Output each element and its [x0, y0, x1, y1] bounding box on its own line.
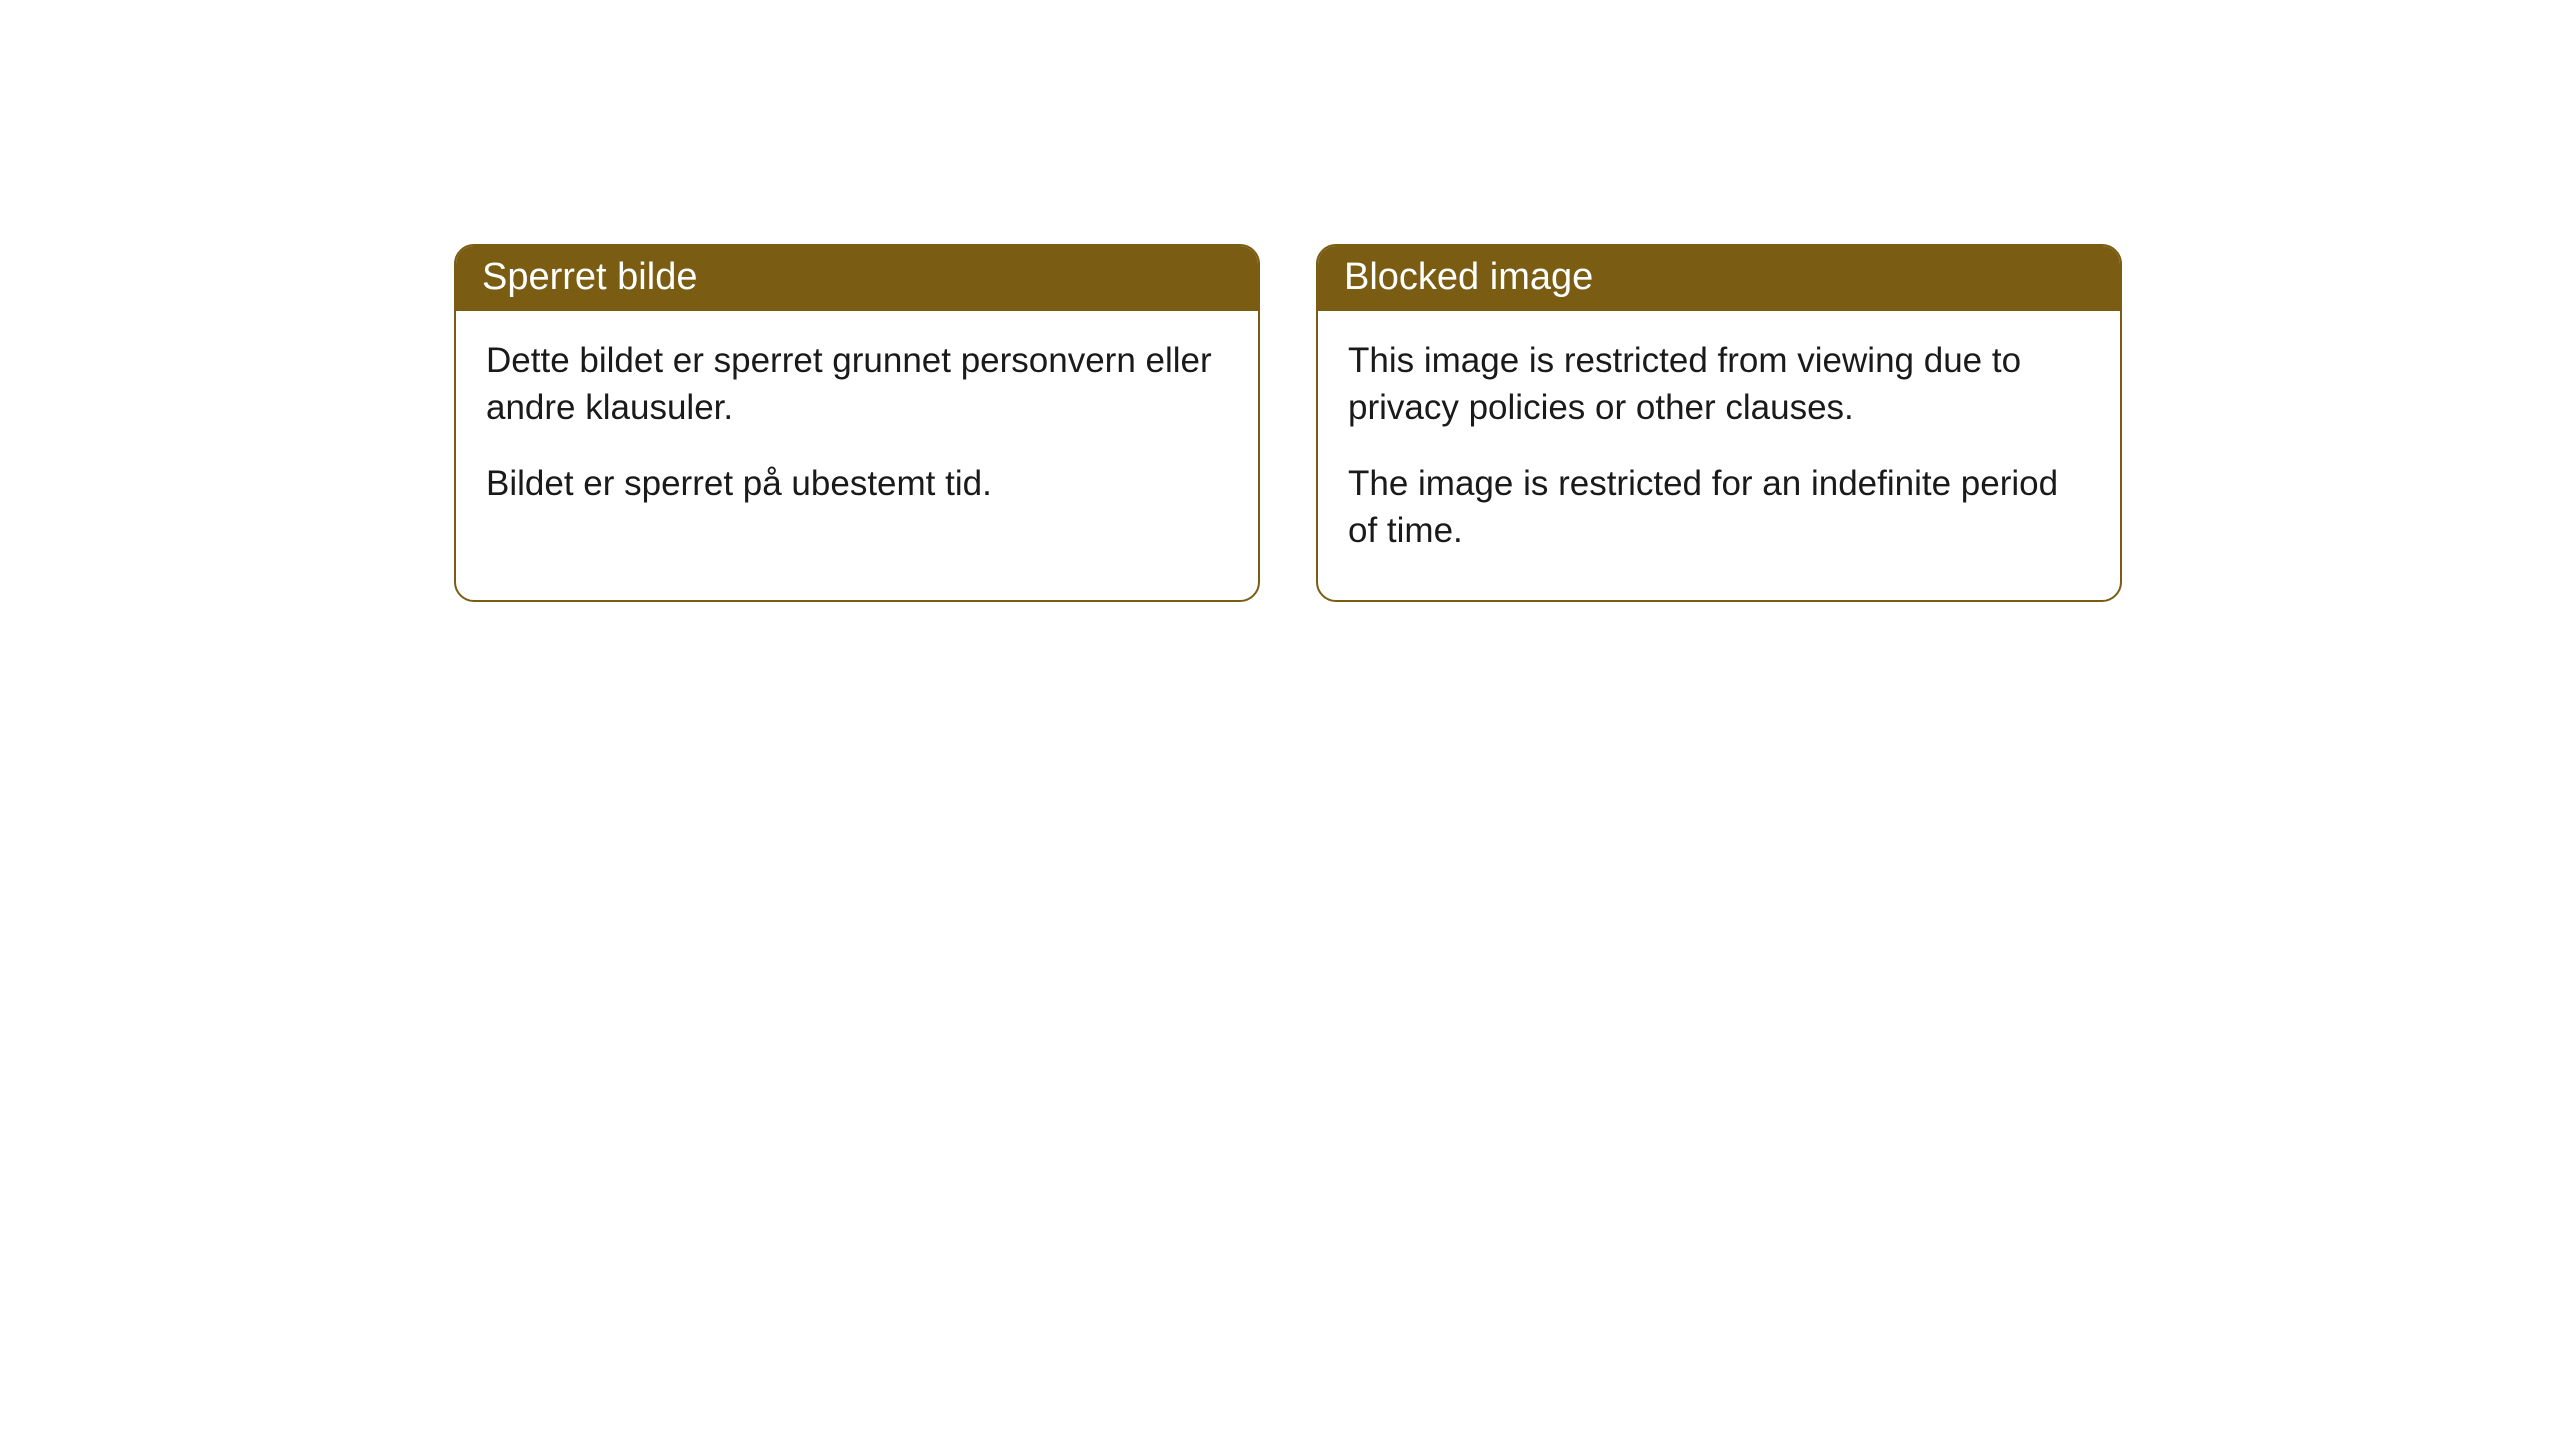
card-text-en-2: The image is restricted for an indefinit…	[1348, 460, 2090, 555]
card-header-en: Blocked image	[1318, 246, 2120, 311]
notice-cards-container: Sperret bilde Dette bildet er sperret gr…	[454, 244, 2122, 602]
card-body-en: This image is restricted from viewing du…	[1318, 311, 2120, 600]
card-header-no: Sperret bilde	[456, 246, 1258, 311]
card-text-no-1: Dette bildet er sperret grunnet personve…	[486, 337, 1228, 432]
card-text-en-1: This image is restricted from viewing du…	[1348, 337, 2090, 432]
blocked-image-card-en: Blocked image This image is restricted f…	[1316, 244, 2122, 602]
card-body-no: Dette bildet er sperret grunnet personve…	[456, 311, 1258, 553]
blocked-image-card-no: Sperret bilde Dette bildet er sperret gr…	[454, 244, 1260, 602]
card-text-no-2: Bildet er sperret på ubestemt tid.	[486, 460, 1228, 507]
